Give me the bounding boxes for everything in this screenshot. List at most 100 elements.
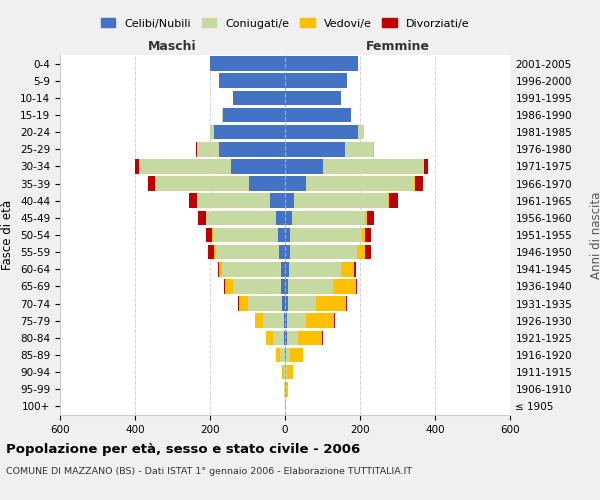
Bar bbox=[215, 245, 280, 260]
Bar bbox=[280, 245, 285, 260]
Bar bbox=[233, 279, 281, 293]
Bar bbox=[248, 296, 282, 311]
Bar bbox=[263, 314, 284, 328]
Bar bbox=[373, 142, 374, 156]
Bar bbox=[155, 176, 250, 191]
Bar bbox=[286, 365, 287, 380]
Bar bbox=[210, 125, 214, 140]
Bar bbox=[285, 262, 289, 276]
Bar bbox=[285, 348, 286, 362]
Bar bbox=[361, 228, 365, 242]
Bar bbox=[285, 314, 287, 328]
Bar bbox=[230, 159, 285, 174]
Bar bbox=[298, 330, 322, 345]
Bar bbox=[292, 210, 365, 225]
Bar bbox=[284, 330, 285, 345]
Bar bbox=[290, 245, 357, 260]
Bar bbox=[197, 142, 220, 156]
Bar bbox=[233, 90, 285, 105]
Bar bbox=[206, 228, 212, 242]
Text: Anni di nascita: Anni di nascita bbox=[590, 192, 600, 278]
Bar bbox=[358, 125, 364, 140]
Bar bbox=[280, 348, 284, 362]
Bar bbox=[365, 245, 371, 260]
Bar bbox=[367, 210, 374, 225]
Bar bbox=[287, 314, 305, 328]
Bar bbox=[285, 142, 345, 156]
Bar bbox=[148, 176, 155, 191]
Bar bbox=[415, 176, 424, 191]
Text: Popolazione per età, sesso e stato civile - 2006: Popolazione per età, sesso e stato civil… bbox=[6, 442, 360, 456]
Bar bbox=[214, 245, 215, 260]
Bar bbox=[287, 330, 298, 345]
Bar bbox=[285, 56, 358, 71]
Bar bbox=[214, 125, 285, 140]
Bar bbox=[285, 125, 358, 140]
Bar bbox=[189, 194, 197, 208]
Bar bbox=[334, 314, 335, 328]
Bar bbox=[365, 228, 371, 242]
Bar bbox=[197, 194, 270, 208]
Bar bbox=[285, 90, 341, 105]
Bar bbox=[285, 245, 290, 260]
Bar bbox=[210, 56, 285, 71]
Bar bbox=[424, 159, 428, 174]
Bar bbox=[334, 279, 356, 293]
Bar bbox=[287, 296, 316, 311]
Bar bbox=[238, 296, 239, 311]
Bar bbox=[284, 382, 285, 396]
Bar bbox=[285, 108, 350, 122]
Bar bbox=[286, 348, 290, 362]
Bar bbox=[355, 262, 356, 276]
Bar bbox=[225, 279, 233, 293]
Bar bbox=[285, 159, 323, 174]
Text: COMUNE DI MAZZANO (BS) - Dati ISTAT 1° gennaio 2006 - Elaborazione TUTTITALIA.IT: COMUNE DI MAZZANO (BS) - Dati ISTAT 1° g… bbox=[6, 468, 412, 476]
Bar bbox=[365, 210, 367, 225]
Bar bbox=[223, 262, 281, 276]
Bar bbox=[323, 159, 424, 174]
Bar bbox=[316, 296, 346, 311]
Bar bbox=[295, 194, 388, 208]
Bar bbox=[281, 365, 284, 380]
Bar bbox=[284, 365, 285, 380]
Bar bbox=[285, 74, 347, 88]
Bar bbox=[285, 228, 290, 242]
Bar bbox=[305, 176, 415, 191]
Bar bbox=[284, 314, 285, 328]
Text: Femmine: Femmine bbox=[365, 40, 430, 54]
Bar bbox=[275, 210, 285, 225]
Bar bbox=[287, 365, 293, 380]
Bar bbox=[223, 108, 285, 122]
Bar bbox=[198, 210, 205, 225]
Bar bbox=[350, 108, 352, 122]
Bar bbox=[356, 279, 358, 293]
Bar bbox=[205, 210, 206, 225]
Bar bbox=[345, 142, 373, 156]
Bar bbox=[281, 279, 285, 293]
Bar bbox=[220, 142, 285, 156]
Bar bbox=[250, 176, 285, 191]
Bar bbox=[206, 210, 275, 225]
Bar bbox=[135, 159, 139, 174]
Bar bbox=[224, 279, 225, 293]
Bar bbox=[256, 314, 263, 328]
Bar bbox=[220, 262, 223, 276]
Bar bbox=[289, 262, 341, 276]
Bar bbox=[277, 348, 280, 362]
Bar bbox=[388, 194, 389, 208]
Bar bbox=[278, 228, 285, 242]
Bar bbox=[282, 296, 285, 311]
Bar bbox=[285, 296, 287, 311]
Bar bbox=[290, 228, 361, 242]
Bar bbox=[357, 245, 365, 260]
Bar bbox=[196, 142, 197, 156]
Bar bbox=[139, 159, 230, 174]
Bar bbox=[305, 314, 334, 328]
Bar bbox=[285, 176, 305, 191]
Bar bbox=[239, 296, 248, 311]
Bar bbox=[289, 279, 334, 293]
Bar bbox=[286, 382, 288, 396]
Bar bbox=[285, 210, 292, 225]
Bar bbox=[290, 348, 304, 362]
Bar bbox=[389, 194, 398, 208]
